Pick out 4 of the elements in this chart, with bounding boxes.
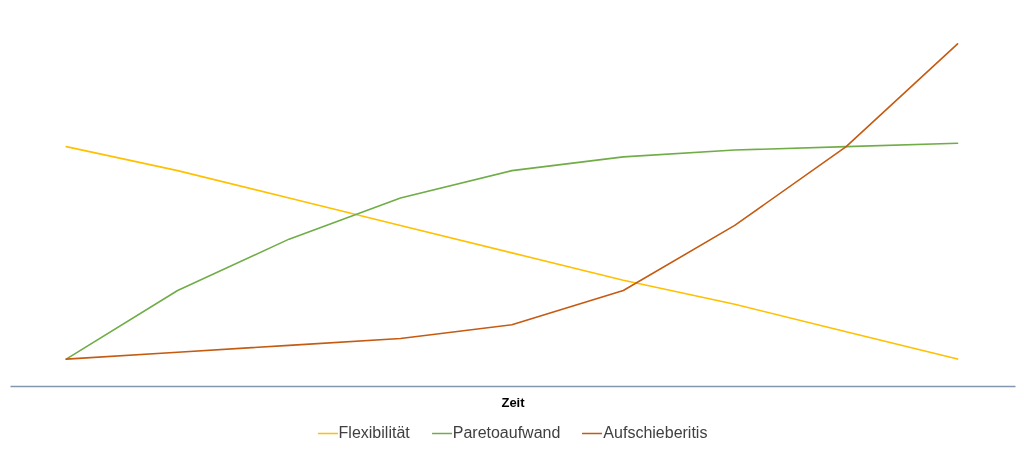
x-axis-title: Zeit	[501, 394, 526, 410]
legend-label: Paretoaufwand	[452, 423, 561, 442]
legend-label: Aufschieberitis	[603, 423, 708, 442]
legend-label: Flexibilität	[338, 423, 410, 442]
